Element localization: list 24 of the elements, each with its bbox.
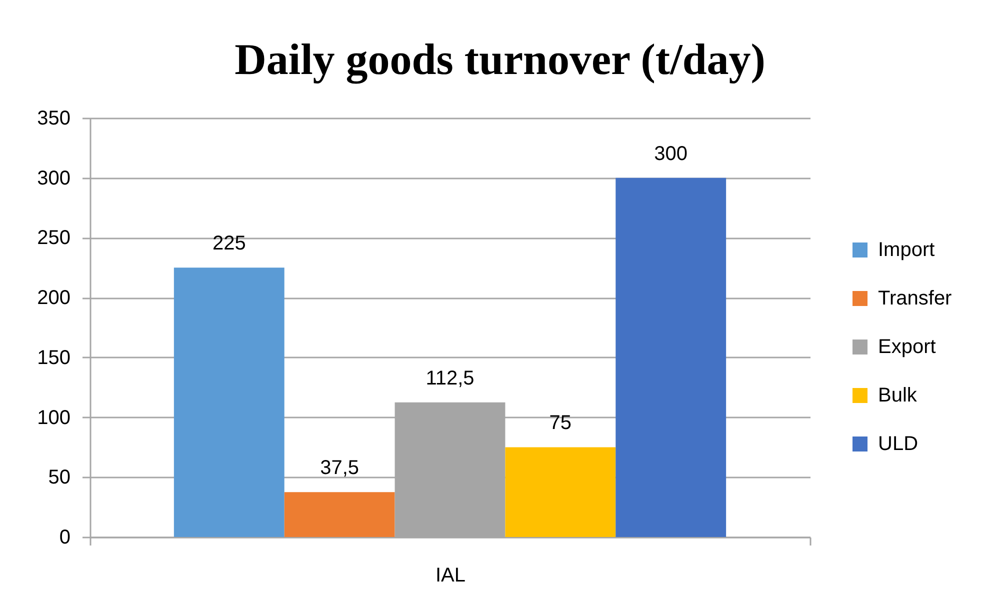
- data-label: 300: [654, 142, 688, 165]
- legend-label: Transfer: [878, 288, 952, 310]
- y-tick-label: 200: [37, 287, 70, 310]
- data-label: 37,5: [320, 457, 360, 480]
- bar: [174, 268, 284, 537]
- y-tick-label: 0: [59, 526, 70, 548]
- y-tick-label: 300: [37, 167, 70, 190]
- chart-title: Daily goods turnover (t/day): [234, 35, 766, 84]
- legend-label: Export: [878, 336, 936, 358]
- y-tick-label: 350: [37, 108, 70, 130]
- legend-label: ULD: [878, 433, 918, 455]
- data-label: 225: [212, 232, 246, 255]
- legend-label: Import: [878, 239, 936, 261]
- x-tick-label: IAL: [435, 564, 466, 586]
- bar: [284, 492, 395, 537]
- y-tick-label: 100: [37, 406, 70, 429]
- legend-label: Bulk: [878, 384, 918, 406]
- bar: [616, 178, 726, 537]
- data-label: 112,5: [426, 367, 474, 390]
- y-tick-label: 250: [37, 227, 70, 250]
- bar: [505, 447, 616, 537]
- y-tick-label: 150: [37, 346, 70, 369]
- y-tick-label: 50: [48, 466, 70, 489]
- data-label: 75: [549, 412, 572, 434]
